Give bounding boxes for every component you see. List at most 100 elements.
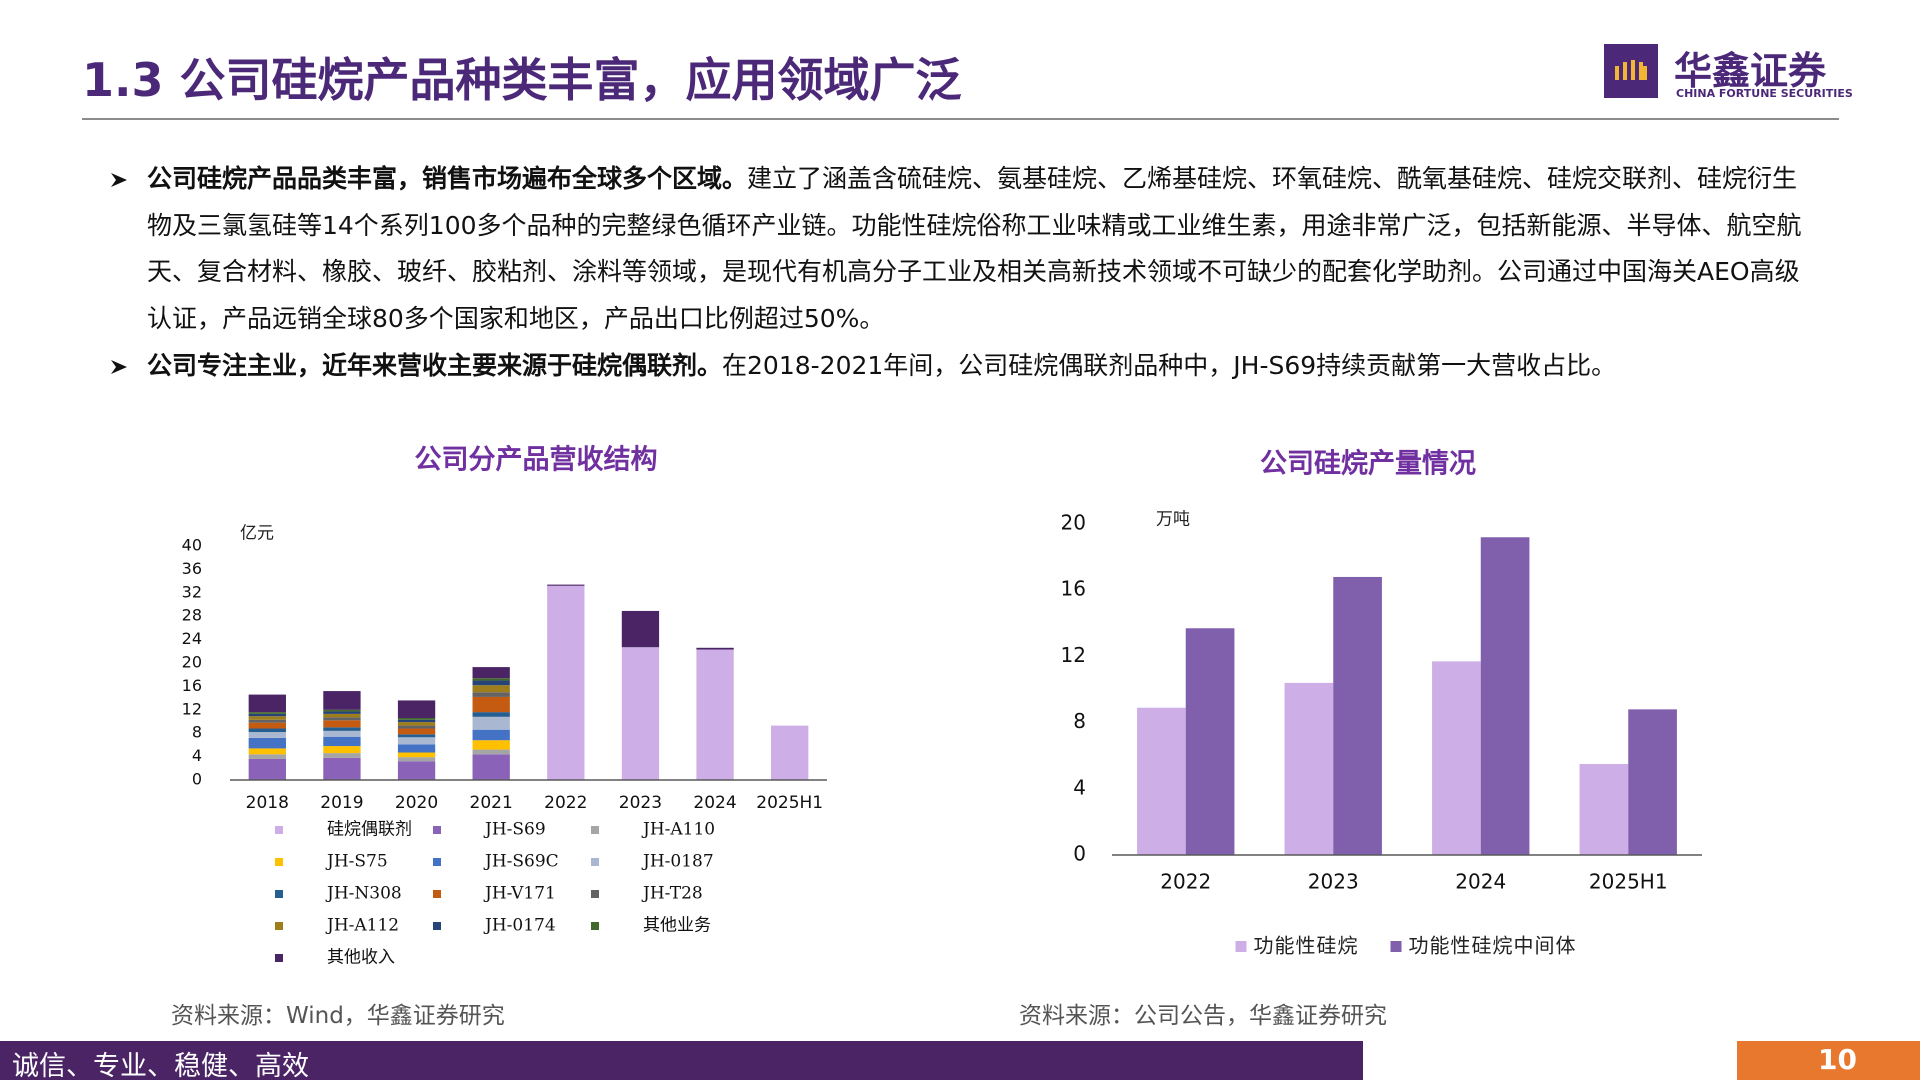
legend-label: JH-A112 <box>325 916 399 936</box>
bar-segment <box>397 737 436 745</box>
axis-unit: 万吨 <box>1156 510 1190 530</box>
legend-label: JH-T28 <box>641 884 703 904</box>
bar <box>1284 682 1334 855</box>
bar <box>1185 628 1235 855</box>
x-tick-label: 2019 <box>320 793 363 813</box>
footer-bar <box>0 1041 1363 1080</box>
bar-segment <box>472 740 510 750</box>
chart-title: 公司分产品营收结构 <box>415 445 658 476</box>
bar-segment <box>323 720 361 728</box>
legend-label: 功能性硅烷 <box>1254 934 1359 958</box>
bar-segment <box>472 696 510 713</box>
bar-segment <box>696 647 734 650</box>
legend-label: JH-S69 <box>483 820 546 840</box>
bar-segment <box>248 712 286 714</box>
bar-segment <box>397 761 436 780</box>
legend-marker <box>275 858 283 866</box>
legend-label: 硅烷偶联剂 <box>327 820 412 840</box>
bar-segment <box>323 757 361 780</box>
bar-segment <box>472 680 510 686</box>
bullet-text: 建立了涵盖含硫硅烷、氨基硅烷、乙烯基硅烷、环氧硅烷、酰氧基硅烷、硅烷交联剂、硅烷… <box>147 164 1802 333</box>
bar-segment <box>248 732 286 738</box>
bar-segment <box>323 717 361 721</box>
bar-segment <box>248 719 286 723</box>
legend-marker <box>275 890 283 898</box>
x-tick-label: 2023 <box>1308 870 1359 894</box>
bar-segment <box>248 737 286 749</box>
bar-segment <box>472 754 510 780</box>
x-tick-label: 2022 <box>1160 870 1211 894</box>
legend-marker <box>275 922 283 930</box>
bullet-text: 在2018-2021年间，公司硅烷偶联剂品种中，JH-S69持续贡献第一大营收占… <box>722 351 1617 380</box>
bar-segment <box>547 584 585 586</box>
legend-label: JH-N308 <box>325 884 402 904</box>
y-tick-label: 20 <box>182 653 202 672</box>
y-tick-label: 8 <box>1073 709 1086 733</box>
bar-segment <box>397 728 436 735</box>
y-tick-label: 40 <box>182 536 202 555</box>
x-tick-label: 2018 <box>246 793 289 813</box>
bar-segment <box>621 610 660 648</box>
y-tick-label: 36 <box>182 559 202 578</box>
x-tick-label: 2024 <box>1455 870 1506 894</box>
bar-segment <box>397 725 436 729</box>
y-tick-label: 8 <box>192 723 202 742</box>
bar-segment <box>472 685 510 693</box>
bar-segment <box>397 744 436 753</box>
legend-marker <box>433 858 441 866</box>
bar-segment <box>547 585 585 780</box>
legend-marker <box>275 826 283 834</box>
logo-subtitle: CHINA FORTUNE SECURITIES <box>1676 87 1853 100</box>
legend-marker <box>275 954 283 962</box>
legend-marker <box>591 922 599 930</box>
bullet: 公司硅烷产品品类丰富，销售市场遍布全球多个区域。建立了涵盖含硫硅烷、氨基硅烷、乙… <box>110 156 1820 342</box>
x-tick-label: 2024 <box>693 793 736 813</box>
bullet: 公司专注主业，近年来营收主要来源于硅烷偶联剂。在2018-2021年间，公司硅烷… <box>110 343 1820 390</box>
bar-segment <box>248 716 286 720</box>
x-tick-label: 2021 <box>470 793 513 813</box>
bar-segment <box>472 749 510 755</box>
bar <box>1480 537 1530 855</box>
legend-label: JH-0187 <box>641 852 714 872</box>
source-note: 资料来源：公司公告，华鑫证券研究 <box>1019 1003 1387 1029</box>
legend-marker <box>591 858 599 866</box>
x-tick-label: 2025H1 <box>756 793 823 813</box>
legend-label: JH-V171 <box>483 884 556 904</box>
bullet-arrow <box>111 173 127 187</box>
legend-label: 其他业务 <box>643 916 711 936</box>
bar-segment <box>472 678 510 681</box>
bullet-lead: 公司专注主业，近年来营收主要来源于硅烷偶联剂。 <box>147 351 723 380</box>
footer-motto: 诚信、专业、稳健、高效 <box>12 1051 309 1082</box>
legend-marker <box>433 890 441 898</box>
bar-segment <box>397 717 436 720</box>
bar <box>1628 709 1677 855</box>
bar-segment <box>323 753 361 758</box>
bar-segment <box>248 722 286 729</box>
legend-marker <box>433 922 441 930</box>
y-tick-label: 4 <box>192 746 202 765</box>
header-rule <box>82 118 1839 120</box>
bar-segment <box>397 752 436 758</box>
legend-label: 功能性硅烷中间体 <box>1409 934 1577 958</box>
bar <box>1333 576 1382 855</box>
logo-name: 华鑫证券 <box>1674 49 1827 93</box>
y-tick-label: 12 <box>182 699 202 718</box>
legend-label: JH-A110 <box>641 820 715 840</box>
y-tick-label: 24 <box>182 629 202 648</box>
legend-label: 其他收入 <box>327 948 395 968</box>
x-tick-label: 2020 <box>395 793 438 813</box>
bar-segment <box>323 709 361 712</box>
footer-page-box <box>1737 1041 1920 1080</box>
bar-segment <box>472 729 510 741</box>
bar-segment <box>472 712 510 717</box>
bar-segment <box>397 722 436 726</box>
bar-segment <box>248 713 286 717</box>
y-tick-label: 16 <box>182 676 202 695</box>
x-tick-label: 2025H1 <box>1589 870 1668 894</box>
axis-unit: 亿元 <box>240 524 274 544</box>
bar-segment <box>621 647 660 780</box>
bar-segment <box>397 757 436 762</box>
bar-segment <box>472 667 510 679</box>
legend-label: JH-0174 <box>483 916 556 936</box>
